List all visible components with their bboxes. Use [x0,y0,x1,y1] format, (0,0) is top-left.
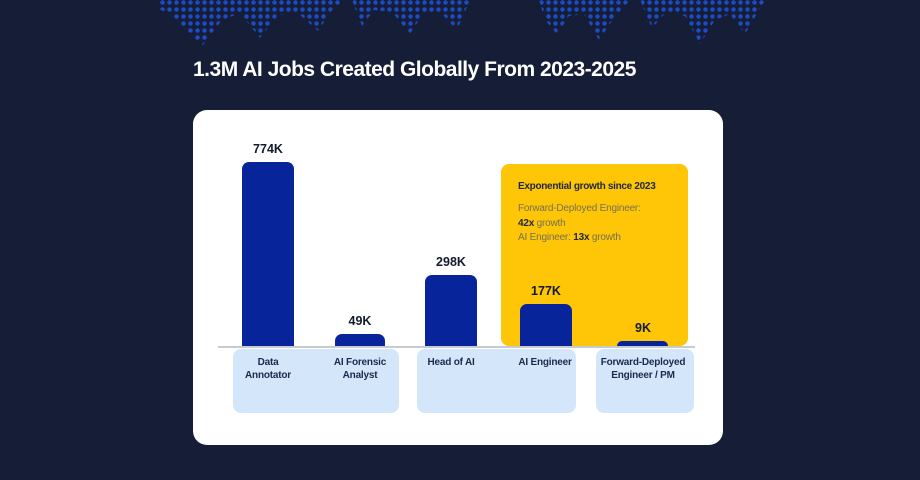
dot-pattern-decoration [160,0,344,46]
value-label: 49K [348,314,372,328]
category-panel [233,349,399,413]
annotation-text: AI Engineer: [518,232,574,243]
category-label-line: Analyst [342,370,378,381]
annotation-text: growth [534,217,566,229]
annotation-bold-value: 42x [518,217,535,229]
category-panel [596,349,694,413]
annotation-title: Exponential growth since 2023 [518,181,656,192]
bar-ai-forensic-analyst [335,334,385,346]
dot-pattern-decoration [539,0,630,40]
annotation-text: Forward-Deployed Engineer: [518,203,641,214]
category-label-data-annotator: Data Annotator [245,356,291,382]
bar-data-annotator [242,162,294,346]
value-label: 177K [531,284,561,298]
category-label-head-of-ai: Head of AI [427,356,474,369]
value-label: 774K [253,142,283,156]
dot-pattern-decoration [352,0,470,34]
category-label-ai-engineer: AI Engineer [518,356,572,369]
value-label: 9K [635,321,651,335]
category-label-line: Annotator [245,370,291,381]
annotation-line: AI Engineer: 13x growth [518,231,678,246]
category-panel [417,349,576,413]
annotation-text: growth [589,232,621,243]
category-label-forward-deployed-engineer: Forward-Deployed Engineer / PM [601,356,686,382]
annotation-line: Forward-Deployed Engineer: [518,202,678,217]
bar-forward-deployed-engineer [617,341,668,346]
annotation-line: 42x growth [518,217,678,232]
category-label-line: Engineer / PM [611,370,675,381]
chart-card: Exponential growth since 2023 Forward-De… [193,110,723,445]
page-title: 1.3M AI Jobs Created Globally From 2023-… [193,58,636,81]
annotation-bold-value: 13x [573,232,590,243]
value-label: 298K [436,255,466,269]
bar-ai-engineer [520,304,572,346]
dot-pattern-decoration [640,0,765,44]
category-label-line: Forward-Deployed [600,357,686,368]
x-axis-line [218,346,695,348]
category-label-line: AI Forensic [333,357,387,368]
category-label-line: Head of AI [427,357,475,368]
bar-head-of-ai [425,275,477,346]
category-label-line: AI Engineer [518,357,572,368]
category-label-line: Data [257,357,279,368]
category-label-ai-forensic-analyst: AI Forensic Analyst [334,356,386,382]
